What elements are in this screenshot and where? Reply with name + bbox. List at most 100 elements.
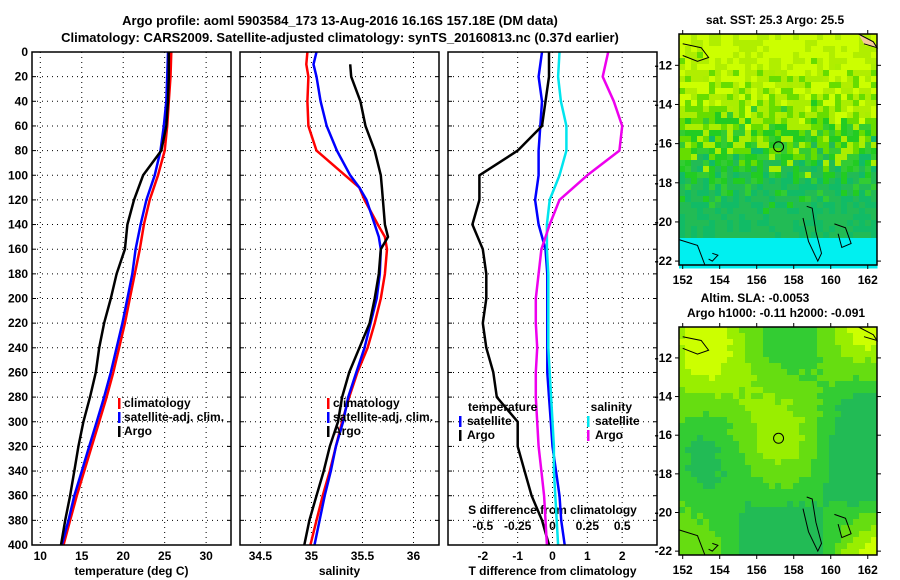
- map-cell: [805, 166, 812, 173]
- map-cell: [781, 94, 788, 101]
- map-cell: [811, 46, 818, 53]
- map-cell: [721, 375, 728, 382]
- map-cell: [703, 339, 710, 346]
- map-cell: [787, 166, 794, 173]
- map-cell: [853, 58, 860, 65]
- map-cell: [793, 423, 800, 430]
- map-cell: [685, 76, 692, 83]
- map-cell: [793, 202, 800, 209]
- map-cell: [811, 190, 818, 197]
- map-cell: [691, 399, 698, 406]
- map-cell: [763, 118, 770, 125]
- map-cell: [871, 190, 878, 197]
- map-cell: [703, 507, 710, 514]
- map-cell: [715, 345, 722, 352]
- map-cell: [709, 46, 716, 53]
- map-cell: [715, 124, 722, 131]
- map-cell: [703, 531, 710, 538]
- map-cell: [727, 525, 734, 532]
- map-cell: [697, 70, 704, 77]
- map-cell: [787, 250, 794, 257]
- map-cell: [739, 405, 746, 412]
- map-cell: [775, 549, 782, 556]
- map-cell: [691, 166, 698, 173]
- map-cell: [727, 453, 734, 460]
- map-cell: [739, 94, 746, 101]
- map-cell: [823, 369, 830, 376]
- map-cell: [691, 411, 698, 418]
- map-cell: [835, 507, 842, 514]
- map-cell: [817, 100, 824, 107]
- map-cell: [685, 327, 692, 334]
- map-cell: [853, 501, 860, 508]
- map-cell: [715, 160, 722, 167]
- map-cell: [769, 166, 776, 173]
- map-cell: [679, 112, 686, 119]
- map-cell: [709, 226, 716, 233]
- map-cell: [709, 34, 716, 41]
- map-cell: [787, 178, 794, 185]
- map-cell: [817, 345, 824, 352]
- map-cell: [829, 244, 836, 251]
- map-cell: [757, 130, 764, 137]
- map-cell: [691, 351, 698, 358]
- map-cell: [745, 477, 752, 484]
- x-tick-label: 36: [407, 549, 421, 563]
- map-cell: [763, 124, 770, 131]
- map-cell: [799, 244, 806, 251]
- map-cell: [775, 64, 782, 71]
- map-cell: [817, 208, 824, 215]
- map-cell: [709, 387, 716, 394]
- map-cell: [703, 513, 710, 520]
- map-cell: [763, 519, 770, 526]
- map-cell: [835, 483, 842, 490]
- map-cell: [793, 136, 800, 143]
- map-cell: [841, 489, 848, 496]
- map-cell: [799, 226, 806, 233]
- map-title: sat. SST: 25.3 Argo: 25.5: [706, 13, 845, 27]
- map-cell: [841, 76, 848, 83]
- map-cell: [709, 381, 716, 388]
- map-cell: [841, 483, 848, 490]
- map-cell: [721, 94, 728, 101]
- map-cell: [751, 399, 758, 406]
- map-cell: [721, 88, 728, 95]
- map-cell: [805, 160, 812, 167]
- map-cell: [865, 184, 872, 191]
- map-cell: [769, 483, 776, 490]
- map-cell: [853, 465, 860, 472]
- map-cell: [727, 70, 734, 77]
- map-cell: [793, 88, 800, 95]
- map-cell: [799, 459, 806, 466]
- map-cell: [841, 441, 848, 448]
- map-cell: [769, 369, 776, 376]
- map-cell: [691, 226, 698, 233]
- map-cell: [703, 34, 710, 41]
- map-cell: [799, 70, 806, 77]
- map-cell: [847, 106, 854, 113]
- map-cell: [769, 220, 776, 227]
- map-cell: [721, 369, 728, 376]
- map-cell: [733, 226, 740, 233]
- map-cell: [847, 381, 854, 388]
- map-cell: [691, 82, 698, 89]
- map-cell: [853, 369, 860, 376]
- map-cell: [751, 46, 758, 53]
- map-cell: [871, 70, 878, 77]
- map-cell: [733, 345, 740, 352]
- map-cell: [745, 393, 752, 400]
- map-cell: [781, 112, 788, 119]
- map-cell: [775, 513, 782, 520]
- map-cell: [829, 459, 836, 466]
- map-cell: [811, 357, 818, 364]
- map-cell: [859, 94, 866, 101]
- map-cell: [853, 70, 860, 77]
- map-cell: [691, 148, 698, 155]
- map-cell: [745, 70, 752, 77]
- map-cell: [691, 477, 698, 484]
- map-cell: [715, 142, 722, 149]
- map-cell: [823, 136, 830, 143]
- map-cell: [727, 501, 734, 508]
- map-cell: [835, 94, 842, 101]
- map-cell: [859, 513, 866, 520]
